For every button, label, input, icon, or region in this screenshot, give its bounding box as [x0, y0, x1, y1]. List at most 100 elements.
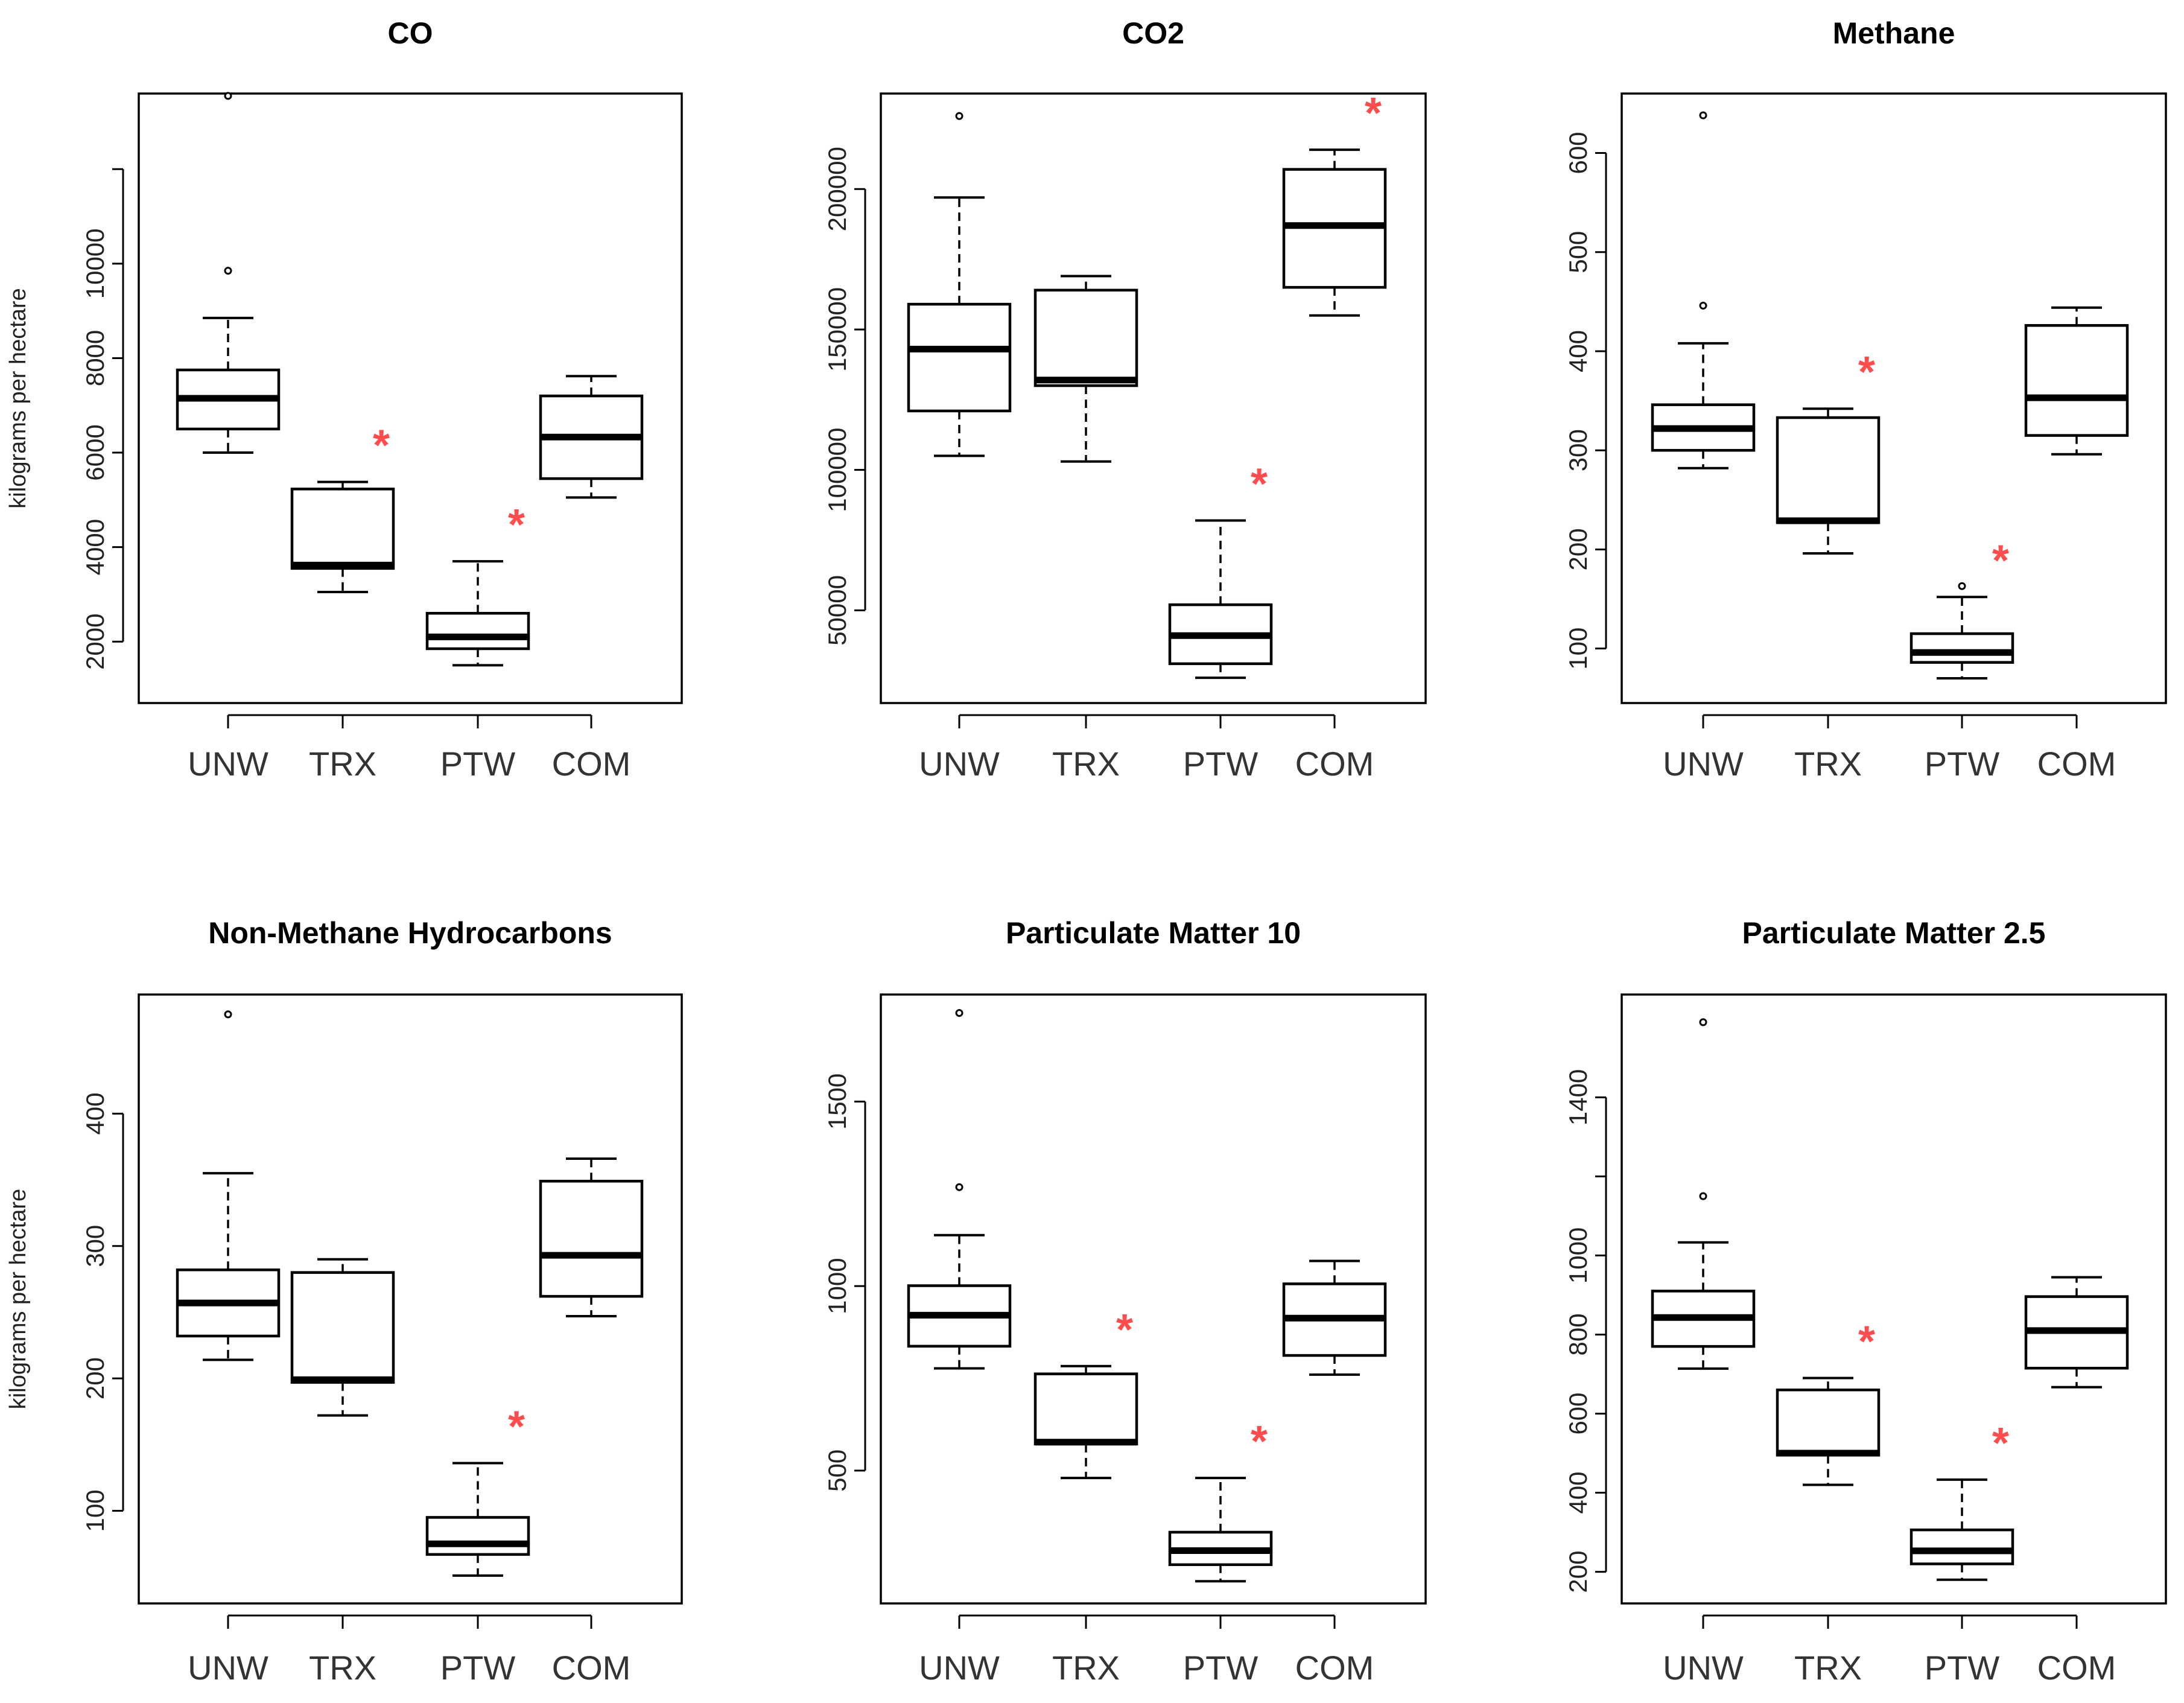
y-tick-label: 100: [81, 1489, 109, 1532]
box-unw: [907, 112, 1012, 457]
significance-star: *: [373, 422, 390, 470]
x-category-label: TRX: [1794, 745, 1862, 783]
iqr-box: [2024, 324, 2129, 437]
box-ptw: *: [1909, 1419, 2014, 1581]
y-tick-label: 500: [1564, 231, 1592, 273]
box-trx: [1033, 275, 1138, 463]
x-category-label: UNW: [1663, 1649, 1744, 1687]
significance-star: *: [1365, 89, 1382, 138]
iqr-box: [1909, 1528, 2014, 1565]
outlier-point: [955, 1009, 963, 1017]
y-tick-label: 300: [81, 1225, 109, 1267]
x-category-label: COM: [1295, 745, 1374, 783]
x-category-label: COM: [2037, 745, 2116, 783]
y-tick-label: 1000: [1564, 1227, 1592, 1284]
x-category-label: COM: [552, 745, 631, 783]
significance-star: *: [508, 501, 525, 549]
outlier-point: [1699, 1192, 1707, 1200]
y-tick-label: 400: [81, 1092, 109, 1135]
x-category-label: PTW: [1925, 1649, 2000, 1687]
significance-star: *: [1251, 460, 1268, 508]
iqr-box: [1033, 288, 1138, 387]
y-tick-label: 800: [1564, 1313, 1592, 1355]
x-category-label: TRX: [1052, 745, 1120, 783]
y-tick-label: 200: [81, 1357, 109, 1399]
outlier-point: [1958, 582, 1966, 590]
x-category-label: UNW: [188, 1649, 268, 1687]
y-tick-label: 50000: [823, 575, 851, 646]
chart-title: Methane: [1833, 16, 1955, 50]
plot-frame: [1621, 92, 2167, 704]
x-category-label: PTW: [1183, 745, 1259, 783]
boxplot-panel-4: Non-Methane Hydrocarbons 100 200 300 400 kilo…: [5, 916, 683, 1687]
plot-frame: [880, 993, 1427, 1605]
box-ptw: *: [1168, 460, 1273, 680]
y-tick-label: 2000: [81, 613, 109, 669]
outlier-point: [1699, 111, 1707, 119]
box-ptw: *: [425, 501, 530, 667]
boxplot-panel-2: CO2 50000 100000 150000 200000 UNW TRX * PTW * COM: [823, 16, 1427, 783]
x-category-label: UNW: [1663, 745, 1744, 783]
chart-title: Particulate Matter 10: [1006, 916, 1301, 950]
significance-star: *: [1992, 536, 2009, 585]
iqr-box: [1909, 632, 2014, 664]
x-category-label: COM: [2037, 1649, 2116, 1687]
outlier-point: [224, 267, 232, 275]
plot-frame: [138, 92, 683, 704]
y-tick-label: 300: [1564, 429, 1592, 471]
significance-star: *: [1992, 1419, 2009, 1468]
box-com: [1282, 1259, 1387, 1376]
y-tick-label: 200: [1564, 1551, 1592, 1593]
box-com: [2024, 1276, 2129, 1389]
outlier-point: [224, 1010, 232, 1019]
chart-title: CO: [388, 16, 433, 50]
y-tick-label: 1400: [1564, 1069, 1592, 1125]
y-tick-label: 400: [1564, 330, 1592, 372]
x-category-label: PTW: [440, 1649, 516, 1687]
x-category-label: COM: [1295, 1649, 1374, 1687]
x-category-label: PTW: [440, 745, 516, 783]
iqr-box: [1776, 416, 1881, 524]
box-trx: [290, 1258, 395, 1417]
x-category-label: PTW: [1925, 745, 2000, 783]
chart-title: CO2: [1122, 16, 1184, 50]
y-tick-label: 8000: [81, 330, 109, 386]
y-tick-label: 600: [1564, 1392, 1592, 1434]
y-tick-label: 100: [1564, 628, 1592, 670]
y-tick-label: 200000: [823, 147, 851, 231]
significance-star: *: [1858, 348, 1875, 396]
box-trx: *: [290, 422, 395, 594]
x-category-label: UNW: [919, 745, 1000, 783]
outlier-point: [955, 1183, 963, 1191]
iqr-box: [425, 1516, 530, 1556]
x-category-label: UNW: [188, 745, 268, 783]
box-unw: [1651, 1018, 1756, 1370]
box-ptw: *: [1909, 536, 2014, 680]
plot-frame: [138, 993, 683, 1605]
iqr-box: [290, 488, 395, 570]
x-category-label: UNW: [919, 1649, 1000, 1687]
iqr-box: [907, 302, 1012, 413]
plot-frame: [880, 92, 1427, 704]
y-tick-label: 10000: [81, 228, 109, 299]
box-trx: *: [1776, 348, 1881, 555]
box-unw: [907, 1009, 1012, 1370]
y-tick-label: 100000: [823, 428, 851, 512]
outlier-point: [1699, 1018, 1707, 1027]
iqr-box: [539, 1180, 644, 1298]
box-trx: *: [1776, 1318, 1881, 1486]
iqr-box: [425, 611, 530, 651]
box-ptw: *: [1168, 1418, 1273, 1583]
boxplot-panel-3: Methane 100 200 300 400 500 600 UNW * TRX * PTW COM: [1564, 16, 2167, 783]
chart-title: Particulate Matter 2.5: [1742, 916, 2046, 950]
box-ptw: *: [425, 1402, 530, 1577]
y-tick-label: 1000: [823, 1258, 851, 1314]
significance-star: *: [508, 1402, 525, 1451]
x-category-label: TRX: [1052, 1649, 1120, 1687]
y-tick-label: 500: [823, 1450, 851, 1492]
outlier-point: [1699, 301, 1707, 310]
significance-star: *: [1116, 1306, 1133, 1354]
iqr-box: [1033, 1372, 1138, 1446]
x-category-label: COM: [552, 1649, 631, 1687]
y-tick-label: 1500: [823, 1074, 851, 1130]
